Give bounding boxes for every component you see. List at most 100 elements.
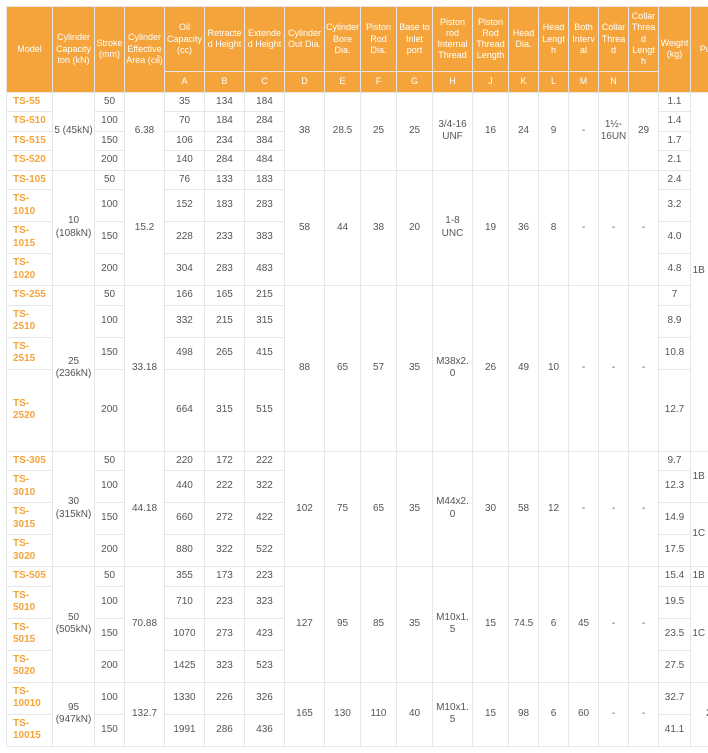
cell-stroke: 200 <box>95 254 125 286</box>
hdr-letter-o <box>629 72 659 92</box>
cell-weight: 12.3 <box>659 471 691 503</box>
cell-weight: 15.4 <box>659 567 691 587</box>
hdr-letter-e: E <box>325 72 361 92</box>
cell-h: 26 <box>473 286 509 452</box>
cell-a: 226 <box>205 682 245 714</box>
cell-weight: 7 <box>659 286 691 306</box>
cell-j: 74.5 <box>509 567 539 683</box>
cell-stroke: 100 <box>95 471 125 503</box>
cell-oil: 70 <box>165 112 205 132</box>
cell-weight: 2.4 <box>659 170 691 190</box>
cell-a: 173 <box>205 567 245 587</box>
cell-b: 522 <box>245 535 285 567</box>
cell-c: 127 <box>285 567 325 683</box>
cell-stroke: 150 <box>95 131 125 151</box>
table-row: TS-25525 (236kN)5033.1816616521588655735… <box>7 286 708 306</box>
cell-f: 35 <box>397 567 433 683</box>
cell-a: 234 <box>205 131 245 151</box>
cell-a: 183 <box>205 190 245 222</box>
cell-oil: 140 <box>165 151 205 171</box>
cell-capacity: 50 (505kN) <box>53 567 95 683</box>
hdr-both: Both Interval <box>569 7 599 72</box>
cell-stroke: 50 <box>95 92 125 112</box>
cell-model: TS-3020 <box>7 535 53 567</box>
cell-a: 322 <box>205 535 245 567</box>
cell-model: TS-510 <box>7 112 53 132</box>
cell-a: 233 <box>205 222 245 254</box>
cell-b: 383 <box>245 222 285 254</box>
cell-oil: 220 <box>165 451 205 471</box>
hdr-letter-c: C <box>245 72 285 92</box>
hdr-headlen: Head Length <box>539 7 569 72</box>
cell-oil: 332 <box>165 305 205 337</box>
cell-model: TS-305 <box>7 451 53 471</box>
cell-stroke: 100 <box>95 586 125 618</box>
cell-e: 25 <box>361 92 397 170</box>
cell-a: 223 <box>205 586 245 618</box>
cell-model: TS-1020 <box>7 254 53 286</box>
cell-e: 57 <box>361 286 397 452</box>
cell-area: 44.18 <box>125 451 165 567</box>
cell-model: TS-5010 <box>7 586 53 618</box>
cell-a: 283 <box>205 254 245 286</box>
cell-weight: 1.7 <box>659 131 691 151</box>
cell-n: - <box>629 286 659 452</box>
cell-b: 436 <box>245 714 285 746</box>
cell-weight: 9.7 <box>659 451 691 471</box>
cell-capacity: 30 (315kN) <box>53 451 95 567</box>
cell-stroke: 200 <box>95 369 125 451</box>
cell-b: 222 <box>245 451 285 471</box>
cell-m: - <box>599 682 629 746</box>
cell-l: - <box>569 286 599 452</box>
cell-l: - <box>569 170 599 286</box>
cell-c: 165 <box>285 682 325 746</box>
cell-weight: 1.4 <box>659 112 691 132</box>
cell-n: - <box>629 567 659 683</box>
cell-k: 9 <box>539 92 569 170</box>
cell-g: M38x2.0 <box>433 286 473 452</box>
cell-pump: 1C or 17 <box>691 503 708 567</box>
cell-b: 483 <box>245 254 285 286</box>
cell-c: 38 <box>285 92 325 170</box>
cell-stroke: 50 <box>95 286 125 306</box>
cell-l: 60 <box>569 682 599 746</box>
cell-pump: 1B or 08 <box>691 451 708 503</box>
cell-oil: 1070 <box>165 618 205 650</box>
cell-model: TS-5020 <box>7 650 53 682</box>
cell-f: 35 <box>397 286 433 452</box>
cell-stroke: 200 <box>95 650 125 682</box>
cell-h: 16 <box>473 92 509 170</box>
cell-b: 322 <box>245 471 285 503</box>
cell-weight: 1.1 <box>659 92 691 112</box>
cell-c: 102 <box>285 451 325 567</box>
table-header: Model Cylinder Capacity ton (kN) Stroke … <box>7 7 708 93</box>
cell-h: 30 <box>473 451 509 567</box>
cell-weight: 27.5 <box>659 650 691 682</box>
cell-l: 45 <box>569 567 599 683</box>
hdr-thread: Piston rod Internal Thread <box>433 7 473 72</box>
cell-f: 25 <box>397 92 433 170</box>
cell-a: 215 <box>205 305 245 337</box>
cell-weight: 4.0 <box>659 222 691 254</box>
cell-model: TS-2515 <box>7 337 53 369</box>
cell-stroke: 100 <box>95 682 125 714</box>
cell-k: 8 <box>539 170 569 286</box>
cell-j: 49 <box>509 286 539 452</box>
cell-k: 12 <box>539 451 569 567</box>
cell-capacity: 95 (947kN) <box>53 682 95 746</box>
cell-stroke: 200 <box>95 535 125 567</box>
hdr-pump: Pump <box>691 7 708 93</box>
cell-weight: 17.5 <box>659 535 691 567</box>
cell-model: TS-10015 <box>7 714 53 746</box>
hdr-roddia: Piston Rod Dia. <box>361 7 397 72</box>
cell-pump: 25 <box>691 682 708 746</box>
cell-model: TS-505 <box>7 567 53 587</box>
cell-oil: 1330 <box>165 682 205 714</box>
cell-oil: 106 <box>165 131 205 151</box>
cell-d: 65 <box>325 286 361 452</box>
hdr-base: Base to Inlet port <box>397 7 433 72</box>
cell-stroke: 50 <box>95 451 125 471</box>
cell-n: - <box>629 451 659 567</box>
cell-m: - <box>599 170 629 286</box>
cell-b: 423 <box>245 618 285 650</box>
